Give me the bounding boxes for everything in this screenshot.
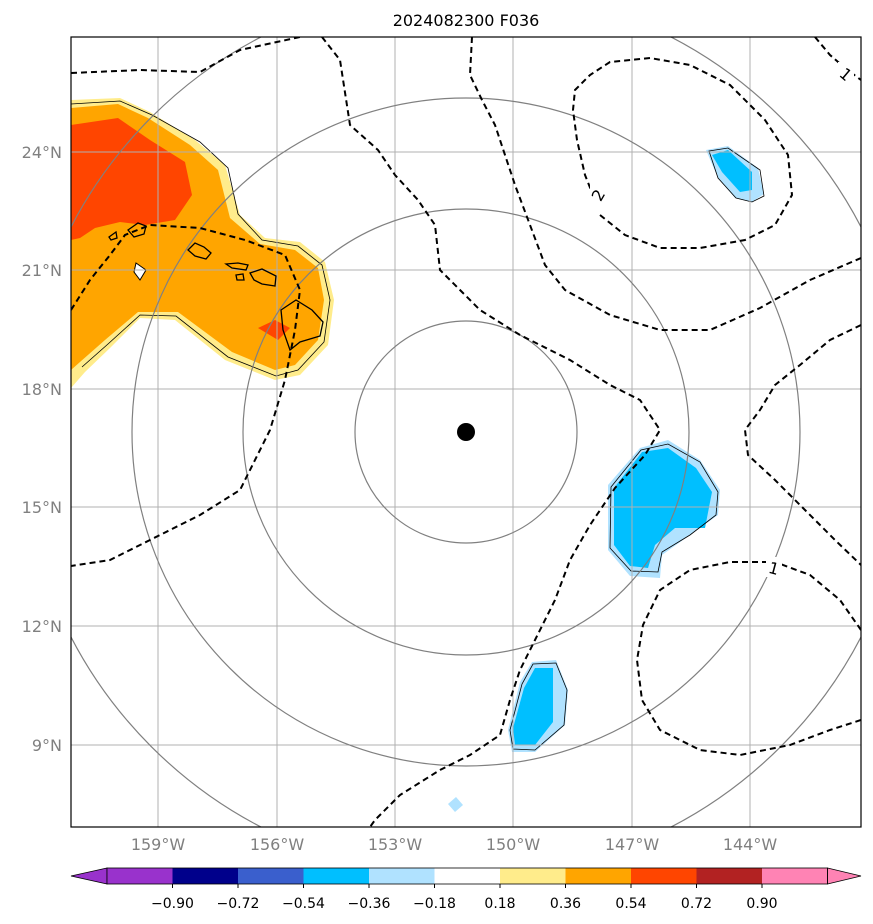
colorbar-tick-label: 0.72 (681, 896, 712, 912)
colorbar-tick-label: 0.90 (746, 896, 777, 912)
lat-label: 12°N (22, 617, 62, 636)
lon-label: 156°W (250, 835, 305, 854)
map-frame (70, 36, 862, 828)
longitude-labels: 159°W 156°W 153°W 150°W 147°W 144°W (131, 835, 778, 854)
positive-anomaly-high (71, 118, 192, 240)
storm-center-marker (457, 423, 475, 441)
colorbar-tick-label: −0.18 (413, 896, 456, 912)
colorbar-tick-label: 0.54 (615, 896, 646, 912)
colorbar-tick-label: 0.18 (484, 896, 515, 912)
colorbar-swatch (696, 868, 762, 884)
colorbar-swatch (107, 868, 173, 884)
colorbar-tick-label: −0.90 (151, 896, 194, 912)
lat-label: 18°N (22, 380, 62, 399)
colorbar-swatch (238, 868, 304, 884)
colorbar-tick-label: −0.72 (217, 896, 260, 912)
lon-label: 144°W (723, 835, 778, 854)
lon-label: 153°W (368, 835, 423, 854)
colorbar-swatch (369, 868, 435, 884)
small-white-hole (133, 262, 147, 281)
lon-label: 159°W (131, 835, 186, 854)
lon-label: 150°W (486, 835, 541, 854)
hawaii-coastlines (108, 222, 324, 352)
colorbar-swatch (303, 868, 369, 884)
colorbar-swatch (434, 868, 500, 884)
contour-label: 1 (766, 558, 781, 579)
range-rings (71, 37, 861, 827)
colorbar-tick-label: 0.36 (550, 896, 581, 912)
lat-label: 24°N (22, 143, 62, 162)
colorbar: −0.90 −0.72 −0.54 −0.36 −0.18 0.18 0.36 … (70, 867, 862, 912)
negative-anomaly-s-inner (513, 668, 553, 745)
colorbar-extend-low (70, 867, 108, 885)
colorbar-swatch (500, 868, 566, 884)
lon-label: 147°W (605, 835, 660, 854)
latitude-labels: 24°N 21°N 18°N 15°N 12°N 9°N (22, 143, 62, 755)
colorbar-extend-high (827, 867, 862, 885)
colorbar-swatch (565, 868, 631, 884)
lat-label: 21°N (22, 261, 62, 280)
colorbar-swatch (762, 868, 828, 884)
map-area: 1 2 1 (71, 37, 861, 827)
negative-anomaly-ne-inner (712, 150, 752, 192)
figure-title: 2024082300 F036 (393, 11, 540, 30)
negative-anomaly-tiny (448, 797, 463, 812)
lat-lon-grid (71, 37, 861, 827)
colorbar-swatch (631, 868, 697, 884)
dashed-contours (71, 37, 861, 827)
colorbar-tick-label: −0.54 (282, 896, 325, 912)
negative-anomaly-e-inner (614, 448, 712, 568)
colorbar-tick-label: −0.36 (348, 896, 391, 912)
lat-label: 15°N (22, 498, 62, 517)
colorbar-swatch (172, 868, 238, 884)
lat-label: 9°N (32, 736, 62, 755)
contour-labels: 1 2 1 (588, 62, 856, 579)
